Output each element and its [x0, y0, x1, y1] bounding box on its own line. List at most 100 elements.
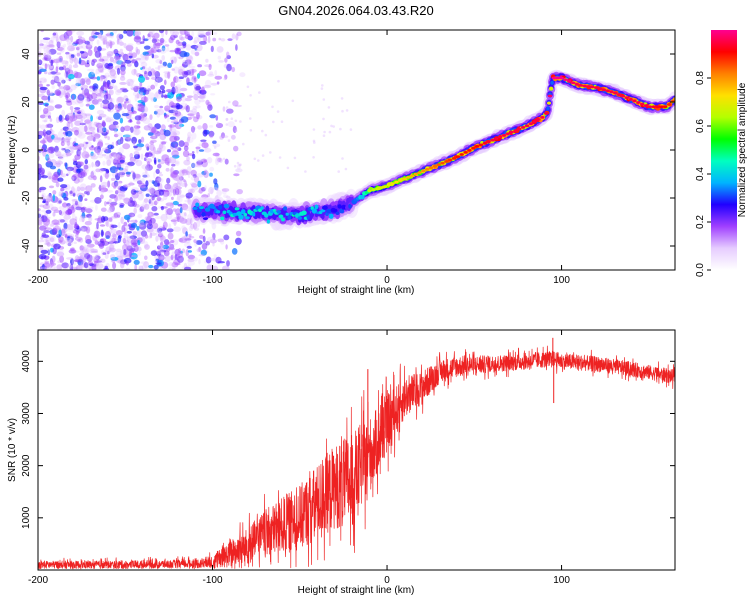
noise-blob: [130, 189, 137, 195]
noise-blob: [61, 147, 64, 151]
noise-blob: [98, 123, 103, 132]
noise-blob: [200, 86, 205, 94]
noise-blob: [182, 43, 187, 48]
noise-blob: [168, 156, 177, 164]
noise-blob: [155, 258, 160, 262]
noise-speck: [261, 154, 265, 157]
noise-blob: [50, 71, 57, 75]
noise-blob: [120, 61, 126, 68]
noise-blob: [80, 215, 85, 219]
noise-blob: [198, 149, 205, 152]
noise-blob: [57, 248, 64, 255]
noise-blob: [57, 251, 63, 257]
noise-blob: [53, 266, 61, 270]
noise-blob: [38, 59, 43, 64]
noise-blob: [58, 239, 63, 244]
noise-blob: [44, 198, 51, 203]
noise-blob: [65, 51, 70, 55]
noise-blob: [181, 169, 188, 174]
ridge-peak: [636, 101, 641, 104]
ridge-core: [240, 209, 246, 215]
noise-blob: [87, 128, 94, 133]
noise-blob: [108, 145, 111, 149]
noise-speck: [228, 100, 231, 104]
noise-blob: [125, 98, 129, 102]
noise-blob: [91, 161, 94, 168]
noise-blob: [170, 141, 179, 148]
ridge-peak: [551, 76, 557, 80]
noise-blob: [106, 155, 110, 162]
noise-blob: [159, 225, 163, 230]
noise-blob: [113, 160, 117, 163]
noise-blob: [149, 213, 153, 217]
noise-blob: [109, 235, 114, 242]
noise-blob: [166, 177, 171, 184]
noise-blob: [170, 166, 174, 174]
ridge-peak: [386, 183, 391, 187]
noise-blob: [113, 108, 121, 111]
noise-blob: [159, 256, 164, 259]
noise-blob: [40, 236, 44, 240]
noise-blob: [180, 182, 189, 187]
noise-speck: [230, 117, 234, 120]
noise-blob: [162, 224, 166, 231]
noise-blob: [129, 152, 134, 159]
noise-blob: [155, 46, 159, 49]
noise-blob: [192, 105, 198, 110]
ridge-peak: [497, 135, 503, 139]
noise-blob: [202, 235, 206, 243]
ridge-peak: [486, 140, 491, 144]
noise-blob: [231, 33, 236, 40]
noise-blob: [46, 123, 54, 128]
noise-blob: [152, 97, 157, 102]
noise-blob: [233, 173, 240, 177]
noise-blob: [83, 164, 89, 170]
noise-blob: [134, 264, 138, 270]
noise-blob: [88, 247, 95, 254]
noise-blob: [208, 186, 214, 195]
noise-blob: [46, 134, 53, 142]
noise-blob: [63, 117, 70, 121]
noise-blob: [128, 250, 132, 258]
noise-blob: [187, 135, 191, 142]
noise-blob: [60, 140, 65, 147]
noise-blob: [53, 209, 60, 213]
noise-blob: [216, 46, 224, 53]
noise-blob: [109, 201, 118, 206]
ridge-peak: [425, 168, 430, 171]
noise-speck: [322, 117, 325, 121]
noise-blob: [201, 170, 207, 176]
noise-blob: [181, 225, 186, 230]
noise-blob: [207, 73, 215, 77]
noise-blob: [64, 35, 71, 42]
noise-blob: [44, 63, 48, 70]
noise-blob: [100, 207, 107, 212]
noise-blob: [152, 134, 156, 139]
noise-blob: [96, 76, 101, 81]
ridge-core: [360, 194, 365, 200]
noise-blob: [176, 41, 179, 49]
noise-blob: [168, 262, 174, 267]
noise-blob: [64, 60, 69, 67]
noise-blob: [171, 267, 176, 270]
noise-blob: [96, 92, 102, 97]
noise-blob: [169, 168, 173, 175]
noise-blob: [111, 259, 116, 263]
noise-blob: [63, 237, 72, 243]
noise-blob: [102, 37, 106, 45]
noise-blob: [202, 129, 208, 137]
noise-blob: [173, 66, 179, 74]
noise-speck: [312, 156, 315, 159]
noise-blob: [72, 118, 76, 122]
noise-blob: [173, 182, 179, 189]
ridge-core: [223, 203, 230, 209]
ridge-core: [311, 208, 317, 214]
noise-blob: [52, 211, 56, 217]
noise-blob: [40, 150, 44, 155]
noise-blob: [123, 183, 131, 188]
noise-blob: [204, 169, 208, 174]
noise-speck: [293, 156, 297, 160]
noise-blob: [181, 248, 186, 254]
